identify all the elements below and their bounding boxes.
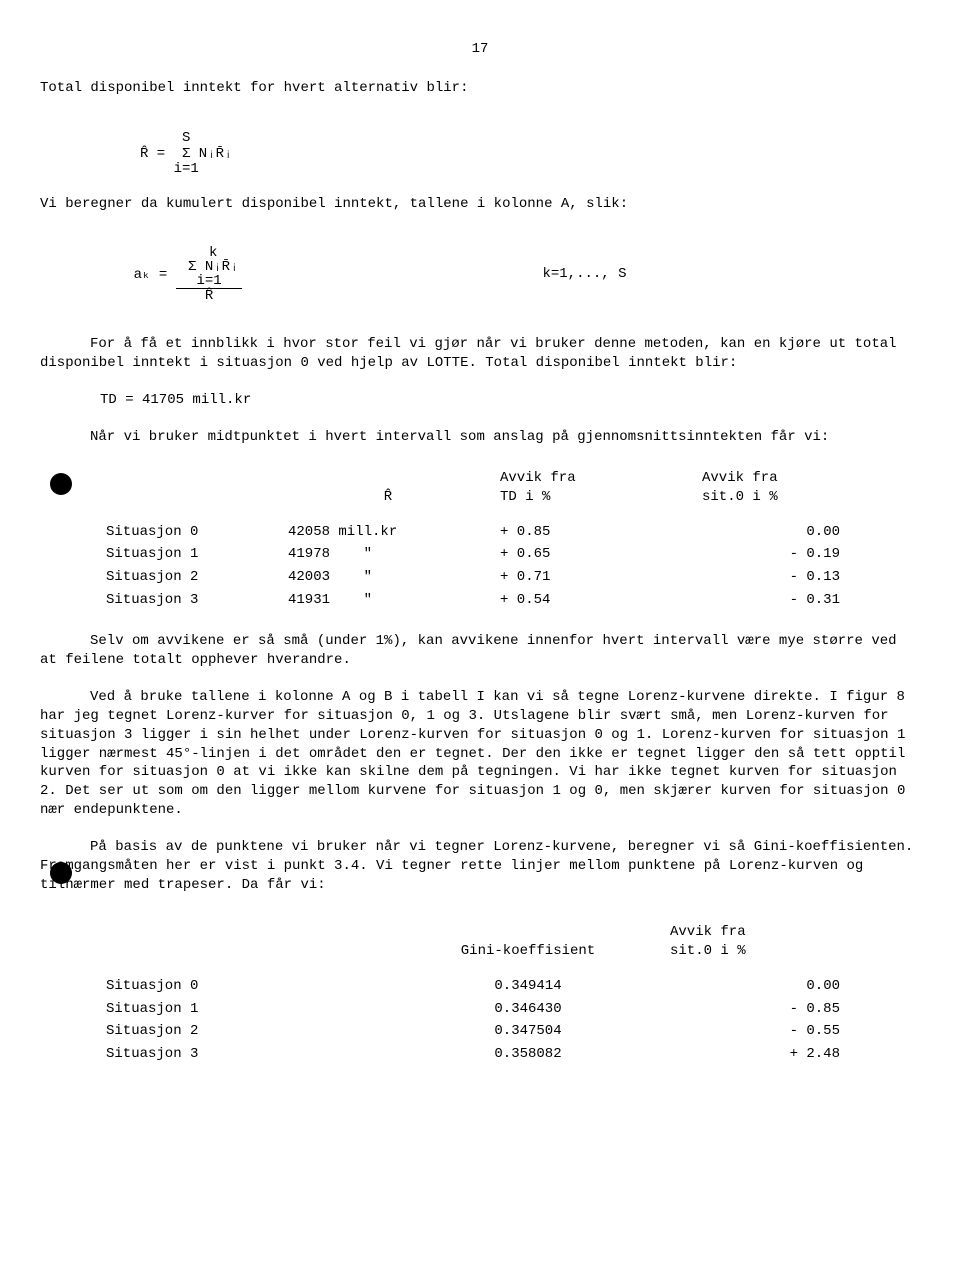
table-row: Situasjon 0 42058 mill.kr + 0.85 0.00 (100, 521, 880, 544)
t1-r1c0: Situasjon 1 (100, 543, 282, 566)
para-3: For å få et innblikk i hvor stor feil vi… (40, 335, 920, 373)
para-7: På basis av de punktene vi bruker når vi… (40, 838, 920, 895)
table-row: R̂ Avvik fra TD i % Avvik fra sit.0 i % (100, 467, 880, 521)
formula-1: S R̂ = Σ NᵢR̄ᵢ i=1 (140, 116, 920, 178)
t1-r1c1: 41978 " (282, 543, 494, 566)
formula-2: aₖ = k Σ NᵢR̄ᵢi=1R̂ k=1,..., S (40, 232, 920, 317)
t1-h0 (100, 467, 282, 521)
t2-h1: Gini-koeffisient (392, 921, 664, 975)
table-row: Situasjon 1 0.346430 - 0.85 (100, 998, 880, 1021)
t1-r3c0: Situasjon 3 (100, 589, 282, 612)
table-row: Situasjon 3 41931 " + 0.54 - 0.31 (100, 589, 880, 612)
f1-bot: i=1 (140, 161, 199, 177)
t2-h2: Avvik fra sit.0 i % (664, 921, 880, 975)
t1-r0c1: 42058 mill.kr (282, 521, 494, 544)
t1-r2c2: + 0.71 (494, 566, 696, 589)
f1-top: S (140, 130, 190, 146)
f2-lead: aₖ = (134, 267, 176, 283)
t2-r3c2: + 2.48 (664, 1043, 880, 1066)
table-row: Gini-koeffisient Avvik fra sit.0 i % (100, 921, 880, 975)
t2-h0 (100, 921, 392, 975)
t1-r3c1: 41931 " (282, 589, 494, 612)
t2-r1c1: 0.346430 (392, 998, 664, 1021)
f1-mid: R̂ = Σ NᵢR̄ᵢ (140, 146, 232, 162)
table-row: Situasjon 1 41978 " + 0.65 - 0.19 (100, 543, 880, 566)
f2-num-bot: i=1 (196, 273, 221, 289)
f2-den: R̂ (176, 289, 243, 303)
table-row: Situasjon 3 0.358082 + 2.48 (100, 1043, 880, 1066)
t2-r0c2: 0.00 (664, 975, 880, 998)
f2-fraction: k Σ NᵢR̄ᵢi=1R̂ (176, 246, 243, 303)
table-2: Gini-koeffisient Avvik fra sit.0 i % Sit… (100, 921, 880, 1066)
t2-r3c0: Situasjon 3 (100, 1043, 392, 1066)
para-6: Ved å bruke tallene i kolonne A og B i t… (40, 688, 920, 820)
intro-line-1: Total disponibel inntekt for hvert alter… (40, 79, 920, 98)
t1-r2c3: - 0.13 (696, 566, 880, 589)
t1-r1c2: + 0.65 (494, 543, 696, 566)
t1-r0c2: + 0.85 (494, 521, 696, 544)
t1-h1: R̂ (282, 467, 494, 521)
t1-r0c3: 0.00 (696, 521, 880, 544)
t1-r3c3: - 0.31 (696, 589, 880, 612)
t2-r3c1: 0.358082 (392, 1043, 664, 1066)
t2-r2c1: 0.347504 (392, 1020, 664, 1043)
para-4: Når vi bruker midtpunktet i hvert interv… (40, 428, 920, 447)
td-value-line: TD = 41705 mill.kr (100, 391, 920, 410)
t2-r1c2: - 0.85 (664, 998, 880, 1021)
t1-r3c2: + 0.54 (494, 589, 696, 612)
table-row: Situasjon 0 0.349414 0.00 (100, 975, 880, 998)
t1-h3: Avvik fra sit.0 i % (696, 467, 880, 521)
t1-r1c3: - 0.19 (696, 543, 880, 566)
bullet-icon (50, 473, 72, 495)
t1-h2: Avvik fra TD i % (494, 467, 696, 521)
page-number: 17 (40, 40, 920, 59)
t1-r2c1: 42003 " (282, 566, 494, 589)
para-5: Selv om avvikene er så små (under 1%), k… (40, 632, 920, 670)
table-row: Situasjon 2 0.347504 - 0.55 (100, 1020, 880, 1043)
para-2: Vi beregner da kumulert disponibel innte… (40, 195, 920, 214)
t2-r2c0: Situasjon 2 (100, 1020, 392, 1043)
bullet-icon (50, 862, 72, 884)
t1-r0c0: Situasjon 0 (100, 521, 282, 544)
t1-r2c0: Situasjon 2 (100, 566, 282, 589)
t2-r1c0: Situasjon 1 (100, 998, 392, 1021)
table-1: R̂ Avvik fra TD i % Avvik fra sit.0 i % … (100, 467, 880, 612)
table-row: Situasjon 2 42003 " + 0.71 - 0.13 (100, 566, 880, 589)
t2-r2c2: - 0.55 (664, 1020, 880, 1043)
t2-r0c0: Situasjon 0 (100, 975, 392, 998)
f2-right: k=1,..., S (542, 265, 626, 284)
t2-r0c1: 0.349414 (392, 975, 664, 998)
